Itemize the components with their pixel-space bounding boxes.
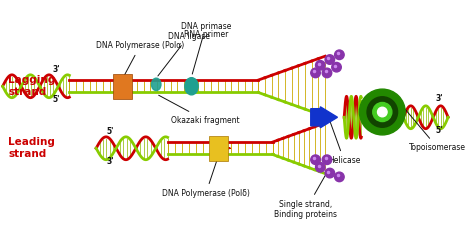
Text: 3': 3' (107, 157, 114, 166)
Text: 5': 5' (52, 94, 60, 104)
Circle shape (335, 172, 344, 182)
Circle shape (367, 97, 398, 127)
Text: Leading
strand: Leading strand (9, 137, 55, 159)
Circle shape (373, 102, 392, 122)
Text: Lagging
strand: Lagging strand (9, 75, 55, 97)
Circle shape (322, 155, 332, 164)
Text: 5': 5' (436, 126, 443, 135)
Circle shape (316, 61, 325, 70)
Text: 5': 5' (107, 127, 114, 136)
Text: Helicase: Helicase (326, 110, 360, 165)
Circle shape (332, 62, 341, 72)
FancyBboxPatch shape (209, 136, 228, 161)
Text: DNA ligase: DNA ligase (158, 32, 210, 76)
Circle shape (311, 68, 320, 78)
Text: Okazaki fragment: Okazaki fragment (159, 95, 239, 124)
Text: Single strand,
Binding proteins: Single strand, Binding proteins (274, 170, 337, 219)
Circle shape (316, 163, 325, 172)
Text: Topoisomerase: Topoisomerase (401, 105, 466, 152)
Ellipse shape (185, 78, 198, 95)
Text: RNA primer: RNA primer (183, 30, 228, 39)
Circle shape (335, 50, 344, 60)
FancyArrow shape (311, 107, 337, 128)
Circle shape (359, 89, 405, 135)
Text: DNA Polymerase (Polδ): DNA Polymerase (Polδ) (162, 159, 250, 198)
Text: 3': 3' (436, 94, 443, 103)
FancyBboxPatch shape (113, 74, 132, 99)
Circle shape (322, 68, 332, 78)
Circle shape (311, 155, 320, 164)
Circle shape (378, 107, 387, 117)
Ellipse shape (151, 78, 161, 90)
Text: DNA primase: DNA primase (181, 22, 231, 74)
Text: DNA Polymerase (Polα): DNA Polymerase (Polα) (96, 41, 184, 76)
Circle shape (325, 55, 335, 64)
Text: 3': 3' (52, 65, 60, 74)
Circle shape (325, 168, 335, 178)
